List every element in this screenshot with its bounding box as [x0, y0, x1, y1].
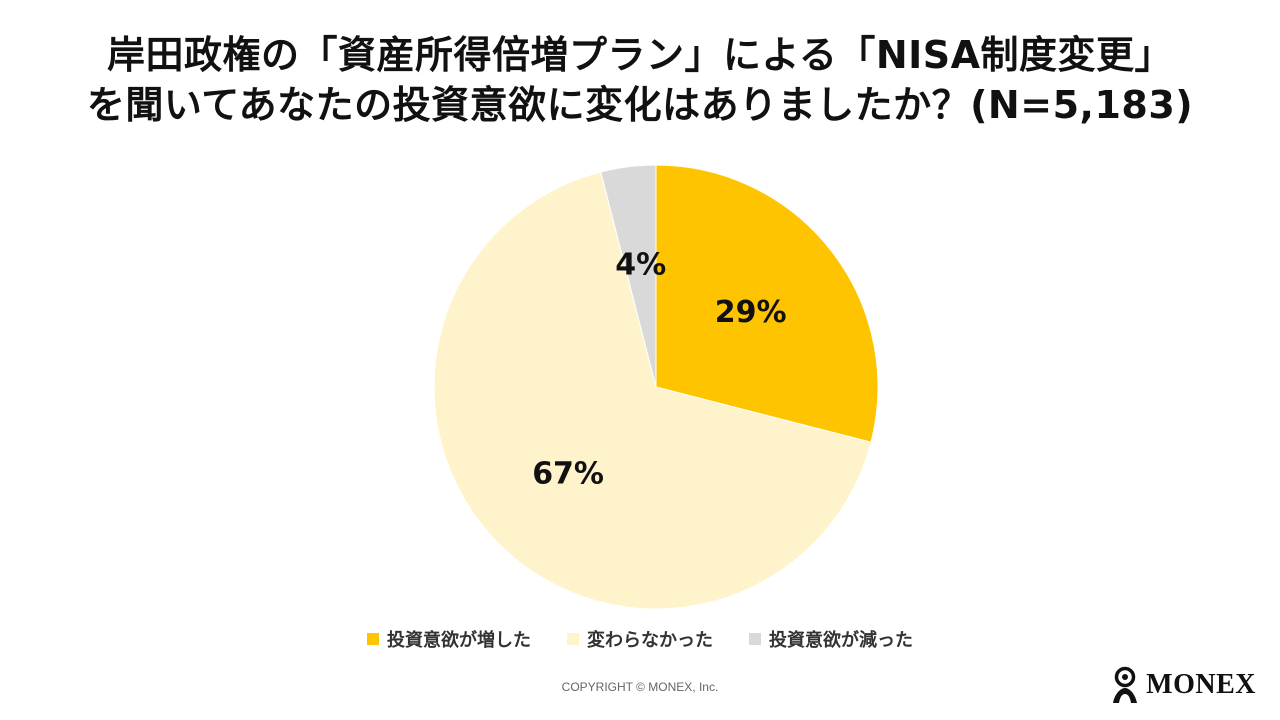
copyright-text: COPYRIGHT © MONEX, Inc.	[561, 680, 719, 694]
pie-label-unchanged: 67%	[532, 456, 604, 491]
chart-title-line-2: を聞いてあなたの投資意欲に変化はありましたか？(N=5,183)	[86, 83, 1194, 127]
legend-label-decreased: 投資意欲が減った	[769, 630, 913, 651]
chart-legend: 投資意欲が増した 変わらなかった 投資意欲が減った	[0, 626, 1280, 652]
chart-title-line-1: 岸田政権の「資産所得倍増プラン」による「NISA制度変更」	[106, 33, 1174, 77]
pie-slice-increased	[655, 164, 879, 443]
pie-labels: 29% 67% 4%	[532, 247, 786, 491]
monex-logo: MONEX	[1110, 666, 1256, 704]
legend-item-decreased: 投資意欲が減った	[749, 626, 913, 652]
legend-swatch-unchanged	[567, 633, 579, 645]
brand-name: MONEX	[1146, 669, 1256, 700]
chart-title: 岸田政権の「資産所得倍増プラン」による「NISA制度変更」 を聞いてあなたの投資…	[0, 30, 1280, 130]
legend-label-unchanged: 変わらなかった	[587, 630, 713, 651]
pie-label-increased: 29%	[715, 295, 787, 330]
legend-label-increased: 投資意欲が増した	[387, 630, 531, 651]
legend-item-unchanged: 変わらなかった	[567, 626, 713, 652]
legend-item-increased: 投資意欲が増した	[367, 626, 531, 652]
pie-slice-decreased	[600, 164, 657, 388]
monex-person-logo-icon	[1113, 666, 1138, 703]
pie-slice-unchanged	[433, 171, 872, 610]
legend-swatch-decreased	[749, 633, 761, 645]
pie-slices	[433, 164, 879, 610]
legend-swatch-increased	[367, 633, 379, 645]
pie-label-decreased: 4%	[615, 247, 666, 282]
